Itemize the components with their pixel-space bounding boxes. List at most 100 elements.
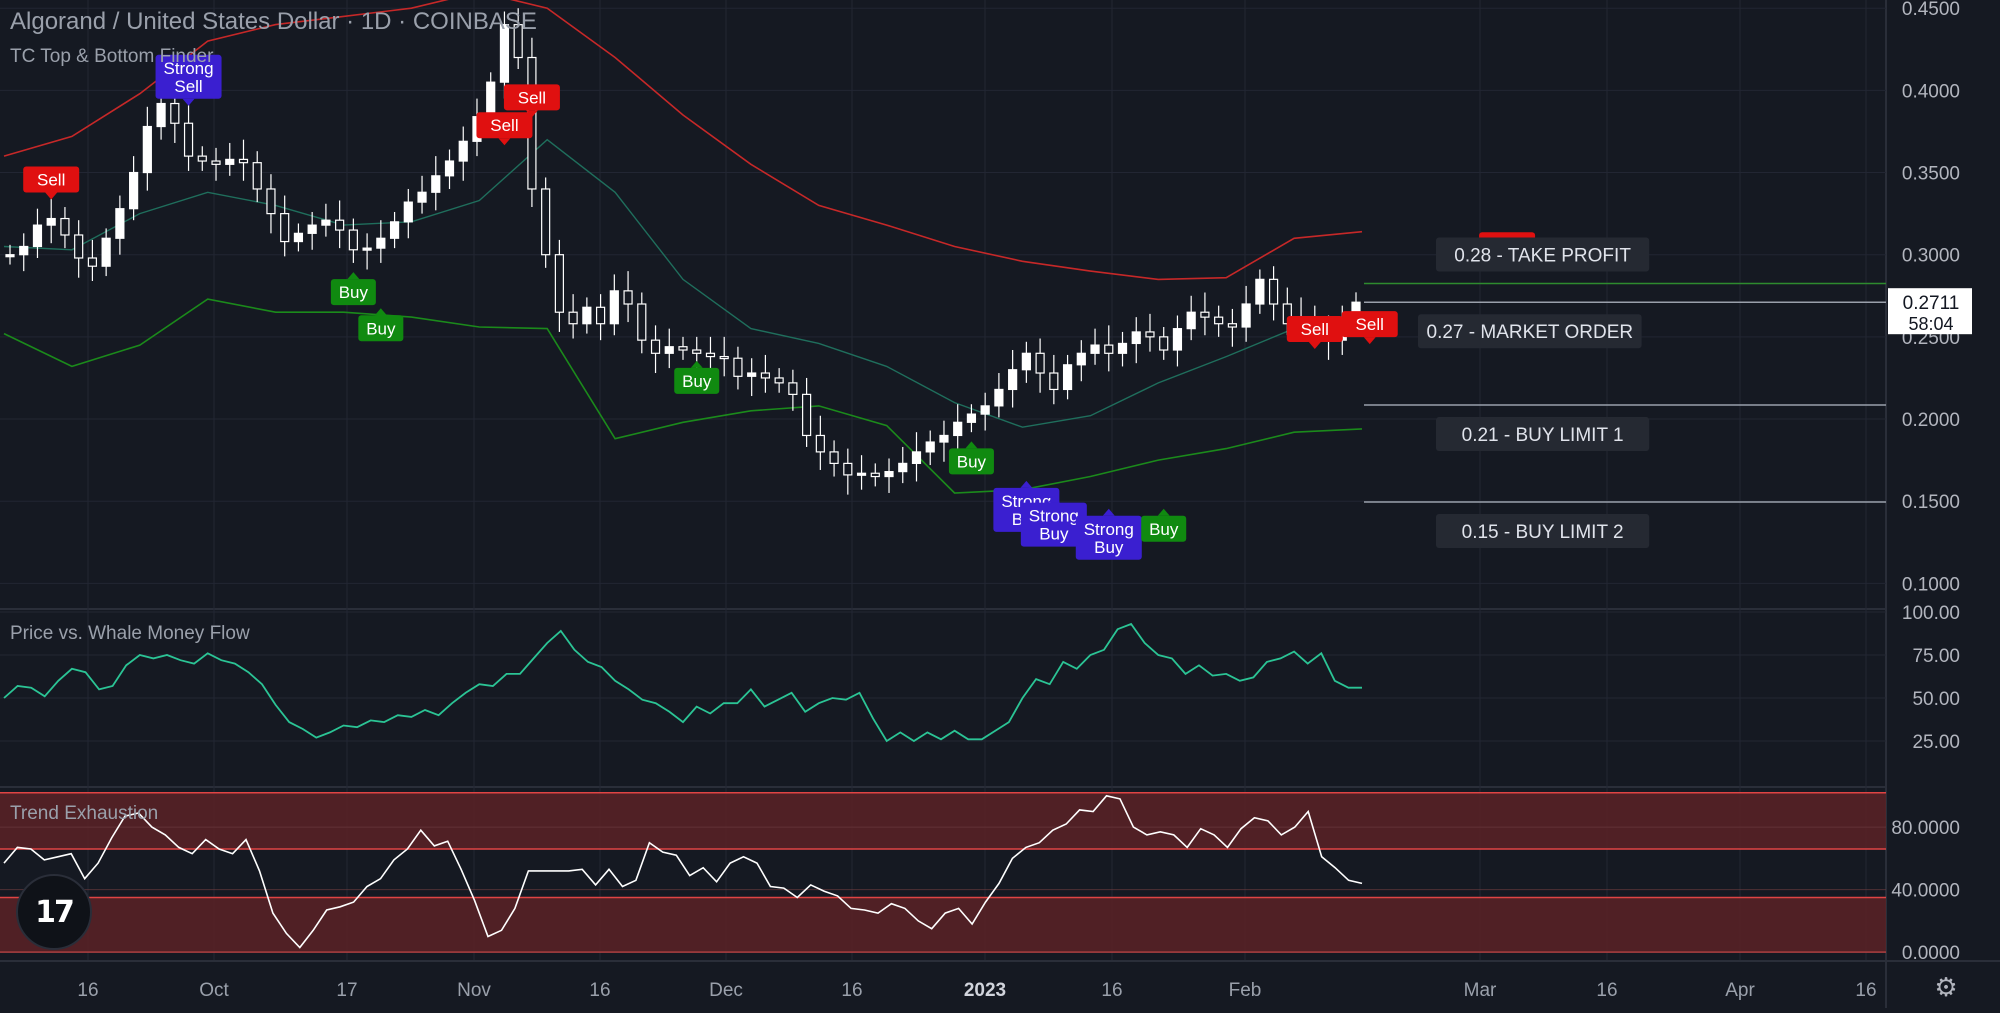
signal-label-word: Strong bbox=[1084, 520, 1134, 539]
candle-body bbox=[1255, 278, 1265, 305]
symbol-title[interactable]: Algorand / United States Dollar · 1D · C… bbox=[10, 8, 537, 35]
signal-label-word: Sell bbox=[518, 88, 546, 107]
candle-body bbox=[637, 303, 647, 341]
signal-label-box bbox=[476, 112, 533, 139]
signal-label-text: Sell bbox=[1301, 320, 1329, 339]
lower-band-line bbox=[3, 298, 1363, 494]
signal-label-word: Sell bbox=[37, 170, 65, 189]
time-axis-tick-label: 16 bbox=[841, 980, 862, 1001]
candle-body bbox=[870, 472, 880, 478]
signal-label-box bbox=[674, 367, 720, 394]
indicator-label-whale-money-flow[interactable]: Price vs. Whale Money Flow bbox=[10, 623, 250, 644]
candle-body bbox=[939, 434, 949, 443]
signal-label-buy: Buy bbox=[948, 441, 994, 475]
signal-label-box bbox=[948, 448, 994, 475]
gear-icon[interactable]: ⚙ bbox=[1934, 973, 1958, 1003]
candle-body bbox=[1214, 316, 1224, 325]
order-level-box bbox=[1418, 314, 1642, 349]
candle-body bbox=[431, 175, 441, 193]
candle-body bbox=[802, 393, 812, 437]
candle-body bbox=[1104, 344, 1114, 354]
candle-body bbox=[747, 372, 757, 377]
order-level-label: 0.21 - BUY LIMIT 1 bbox=[1462, 425, 1624, 446]
candle-body bbox=[678, 346, 688, 351]
candle-body bbox=[32, 224, 43, 248]
signal-label-text: Sell bbox=[37, 170, 65, 189]
indicator-label-top-bottom-finder[interactable]: TC Top & Bottom Finder bbox=[10, 46, 214, 67]
candle-body bbox=[225, 158, 235, 165]
trend-exhaustion-zone bbox=[0, 792, 1886, 849]
signal-label-pointer bbox=[1102, 508, 1115, 516]
candle-body bbox=[458, 140, 468, 162]
signal-label-box bbox=[1020, 502, 1087, 547]
candle-body bbox=[692, 349, 702, 354]
candle-body bbox=[321, 219, 331, 226]
whale-axis-tick-label: 100.00 bbox=[1902, 603, 1960, 624]
indicator-label-trend-exhaustion[interactable]: Trend Exhaustion bbox=[10, 803, 159, 824]
candle-body bbox=[856, 472, 867, 476]
candle-body bbox=[335, 219, 345, 231]
candle-body bbox=[966, 413, 977, 423]
time-axis-tick-label: 16 bbox=[589, 980, 610, 1001]
middle-band-line bbox=[3, 138, 1363, 428]
candle-body bbox=[733, 357, 743, 377]
time-axis-tick-label: Feb bbox=[1229, 980, 1262, 1001]
time-axis-tick-label: Apr bbox=[1725, 980, 1755, 1001]
candle-body bbox=[60, 217, 70, 236]
time-axis-tick-label: 16 bbox=[1596, 980, 1617, 1001]
candle-body bbox=[1076, 352, 1086, 366]
tradingview-logo[interactable]: 17 bbox=[16, 874, 92, 950]
signal-label-pointer bbox=[965, 441, 978, 449]
signal-label-pointer bbox=[1157, 508, 1170, 516]
time-axis-tick-label: Dec bbox=[709, 980, 743, 1001]
candle-body bbox=[925, 441, 935, 453]
candle-body bbox=[389, 221, 400, 239]
signal-label-pointer bbox=[1047, 495, 1060, 503]
order-level-box bbox=[1436, 417, 1650, 452]
signal-label-text: Sell bbox=[490, 116, 518, 135]
candle-body bbox=[623, 290, 633, 305]
whale-axis-tick-label: 75.00 bbox=[1912, 646, 1960, 667]
signal-label-buy: Buy bbox=[330, 272, 376, 306]
time-axis-tick-label: 16 bbox=[1855, 980, 1876, 1001]
signal-label-text: Buy bbox=[366, 319, 396, 338]
price-axis-tick-label: 0.1500 bbox=[1902, 492, 1960, 513]
candle-body bbox=[541, 188, 551, 256]
candle-body bbox=[664, 346, 674, 354]
time-axis-tick-label: Mar bbox=[1464, 980, 1497, 1001]
candle-body bbox=[554, 254, 564, 313]
time-axis-tick-label: Nov bbox=[457, 980, 491, 1001]
candle-body bbox=[513, 24, 523, 59]
candle-body bbox=[307, 224, 317, 234]
candle-body bbox=[87, 257, 98, 267]
candle-body bbox=[170, 102, 180, 124]
candle-body bbox=[1172, 328, 1183, 351]
price-axis-tick-label: 0.4000 bbox=[1902, 81, 1960, 102]
signal-label-pointer bbox=[498, 138, 511, 146]
candle-body bbox=[774, 377, 784, 384]
signal-label-pointer bbox=[1308, 342, 1321, 350]
signal-label-text: Buy bbox=[339, 283, 369, 302]
candle-body bbox=[417, 191, 427, 203]
candle-body bbox=[266, 188, 276, 215]
signal-label-strong-sell: Strong Sell bbox=[155, 54, 222, 106]
signal-label-buy: Buy bbox=[674, 360, 720, 394]
signal-label-word: Sell bbox=[174, 77, 202, 96]
candle-body bbox=[293, 232, 304, 243]
signal-label-word: Buy bbox=[682, 372, 712, 391]
signal-label-pointer bbox=[45, 192, 58, 200]
price-axis-tick-label: 0.3000 bbox=[1902, 246, 1960, 267]
price-axis-tick-label: 0.1000 bbox=[1902, 574, 1960, 595]
candle-body bbox=[1131, 331, 1141, 345]
trend-exhaustion-zone bbox=[0, 897, 1886, 953]
candle-body bbox=[183, 122, 194, 157]
signal-label-word: Sell bbox=[1356, 315, 1384, 334]
candle-body bbox=[1049, 372, 1059, 391]
signal-label-word: Buy bbox=[1094, 538, 1124, 557]
upper-band-line bbox=[3, 0, 1363, 281]
order-level-label: 0.15 - BUY LIMIT 2 bbox=[1462, 522, 1624, 543]
